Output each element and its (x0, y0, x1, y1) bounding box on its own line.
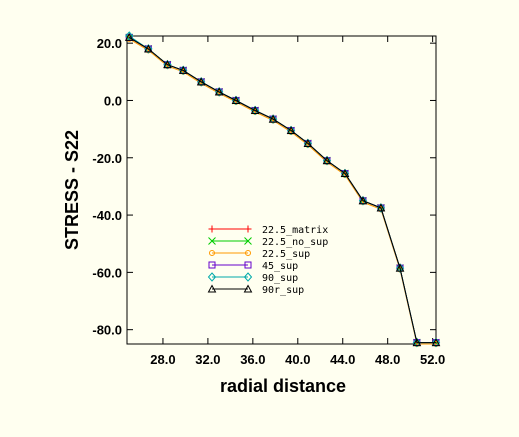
data-point (431, 338, 441, 347)
series-22.5_matrix (125, 33, 440, 347)
legend-label: 22.5_no_sup (262, 237, 328, 248)
data-point (163, 60, 172, 69)
series-layer (124, 31, 441, 348)
series-line (128, 36, 436, 344)
data-point (231, 95, 241, 104)
data-point (268, 114, 278, 123)
data-point (144, 44, 153, 53)
series-line (128, 36, 436, 344)
data-point (250, 105, 260, 114)
series-line (128, 38, 436, 345)
y-tick-label: 0.0 (104, 93, 122, 108)
data-point (196, 77, 206, 86)
x-tick-label: 44.0 (330, 352, 355, 367)
legend-item: 45_sup (208, 261, 298, 272)
x-tick-label: 36.0 (240, 352, 265, 367)
data-point (376, 203, 386, 212)
data-point (209, 250, 215, 256)
x-axis-title: radial distance (220, 376, 346, 396)
data-point (178, 65, 188, 74)
series-22.5_no_sup (125, 33, 440, 347)
legend-item: 90r_sup (207, 284, 304, 296)
data-point (245, 250, 251, 256)
series-90_sup (125, 31, 441, 348)
x-tick-label: 52.0 (420, 352, 445, 367)
legend-item: 22.5_sup (209, 249, 310, 260)
data-point (286, 125, 296, 135)
legend-label: 90r_sup (262, 285, 304, 296)
x-tick-label: 48.0 (375, 352, 400, 367)
series-line (128, 36, 436, 344)
data-point (431, 337, 441, 348)
data-point (208, 261, 216, 269)
y-tick-label: 20.0 (97, 36, 122, 51)
x-tick-label: 40.0 (285, 352, 310, 367)
series-45_sup (125, 33, 440, 347)
data-point (395, 263, 405, 273)
legend-label: 90_sup (262, 273, 298, 284)
data-point (207, 284, 217, 293)
data-point (244, 237, 252, 245)
x-tick-labels: 28.0 32.0 36.0 40.0 44.0 48.0 52.0 (150, 352, 445, 367)
data-point (208, 237, 216, 245)
y-tick-label: -60.0 (92, 265, 122, 280)
data-point (395, 263, 405, 272)
legend-item: 90_sup (207, 272, 298, 284)
y-tick-label: -40.0 (92, 208, 122, 223)
y-tick-labels: 20.0 0.0 -20.0 -40.0 -60.0 -80.0 (92, 36, 122, 338)
series-line (128, 36, 436, 344)
data-point (208, 225, 216, 233)
data-point (303, 138, 313, 147)
series-22.5_sup (126, 35, 439, 347)
data-point (244, 261, 252, 269)
legend-label: 45_sup (262, 261, 298, 272)
data-point (243, 272, 253, 282)
data-point (412, 337, 422, 348)
data-point (358, 196, 368, 205)
data-point (340, 168, 350, 178)
x-tick-label: 32.0 (195, 352, 220, 367)
data-point (322, 156, 332, 165)
y-tick-label: -20.0 (92, 151, 122, 166)
data-point (207, 272, 217, 282)
data-point (124, 32, 134, 41)
legend-item: 22.5_no_sup (208, 237, 328, 248)
legend-label: 22.5_matrix (262, 225, 328, 236)
data-point (214, 87, 224, 96)
data-point (243, 284, 253, 293)
axis-ticks (127, 36, 436, 344)
plot-frame (126, 35, 437, 345)
data-point (244, 225, 252, 233)
legend-item: 22.5_matrix (208, 225, 328, 236)
data-point (322, 155, 332, 166)
legend-label: 22.5_sup (262, 249, 310, 260)
series-90r_sup (124, 32, 441, 347)
y-axis-title: STRESS - S22 (62, 130, 82, 250)
data-point (358, 195, 368, 206)
data-point (412, 338, 422, 347)
y-tick-label: -80.0 (92, 323, 122, 338)
legend: 22.5_matrix22.5_no_sup22.5_sup45_sup90_s… (207, 225, 328, 296)
x-tick-label: 28.0 (150, 352, 175, 367)
series-line (128, 35, 436, 344)
